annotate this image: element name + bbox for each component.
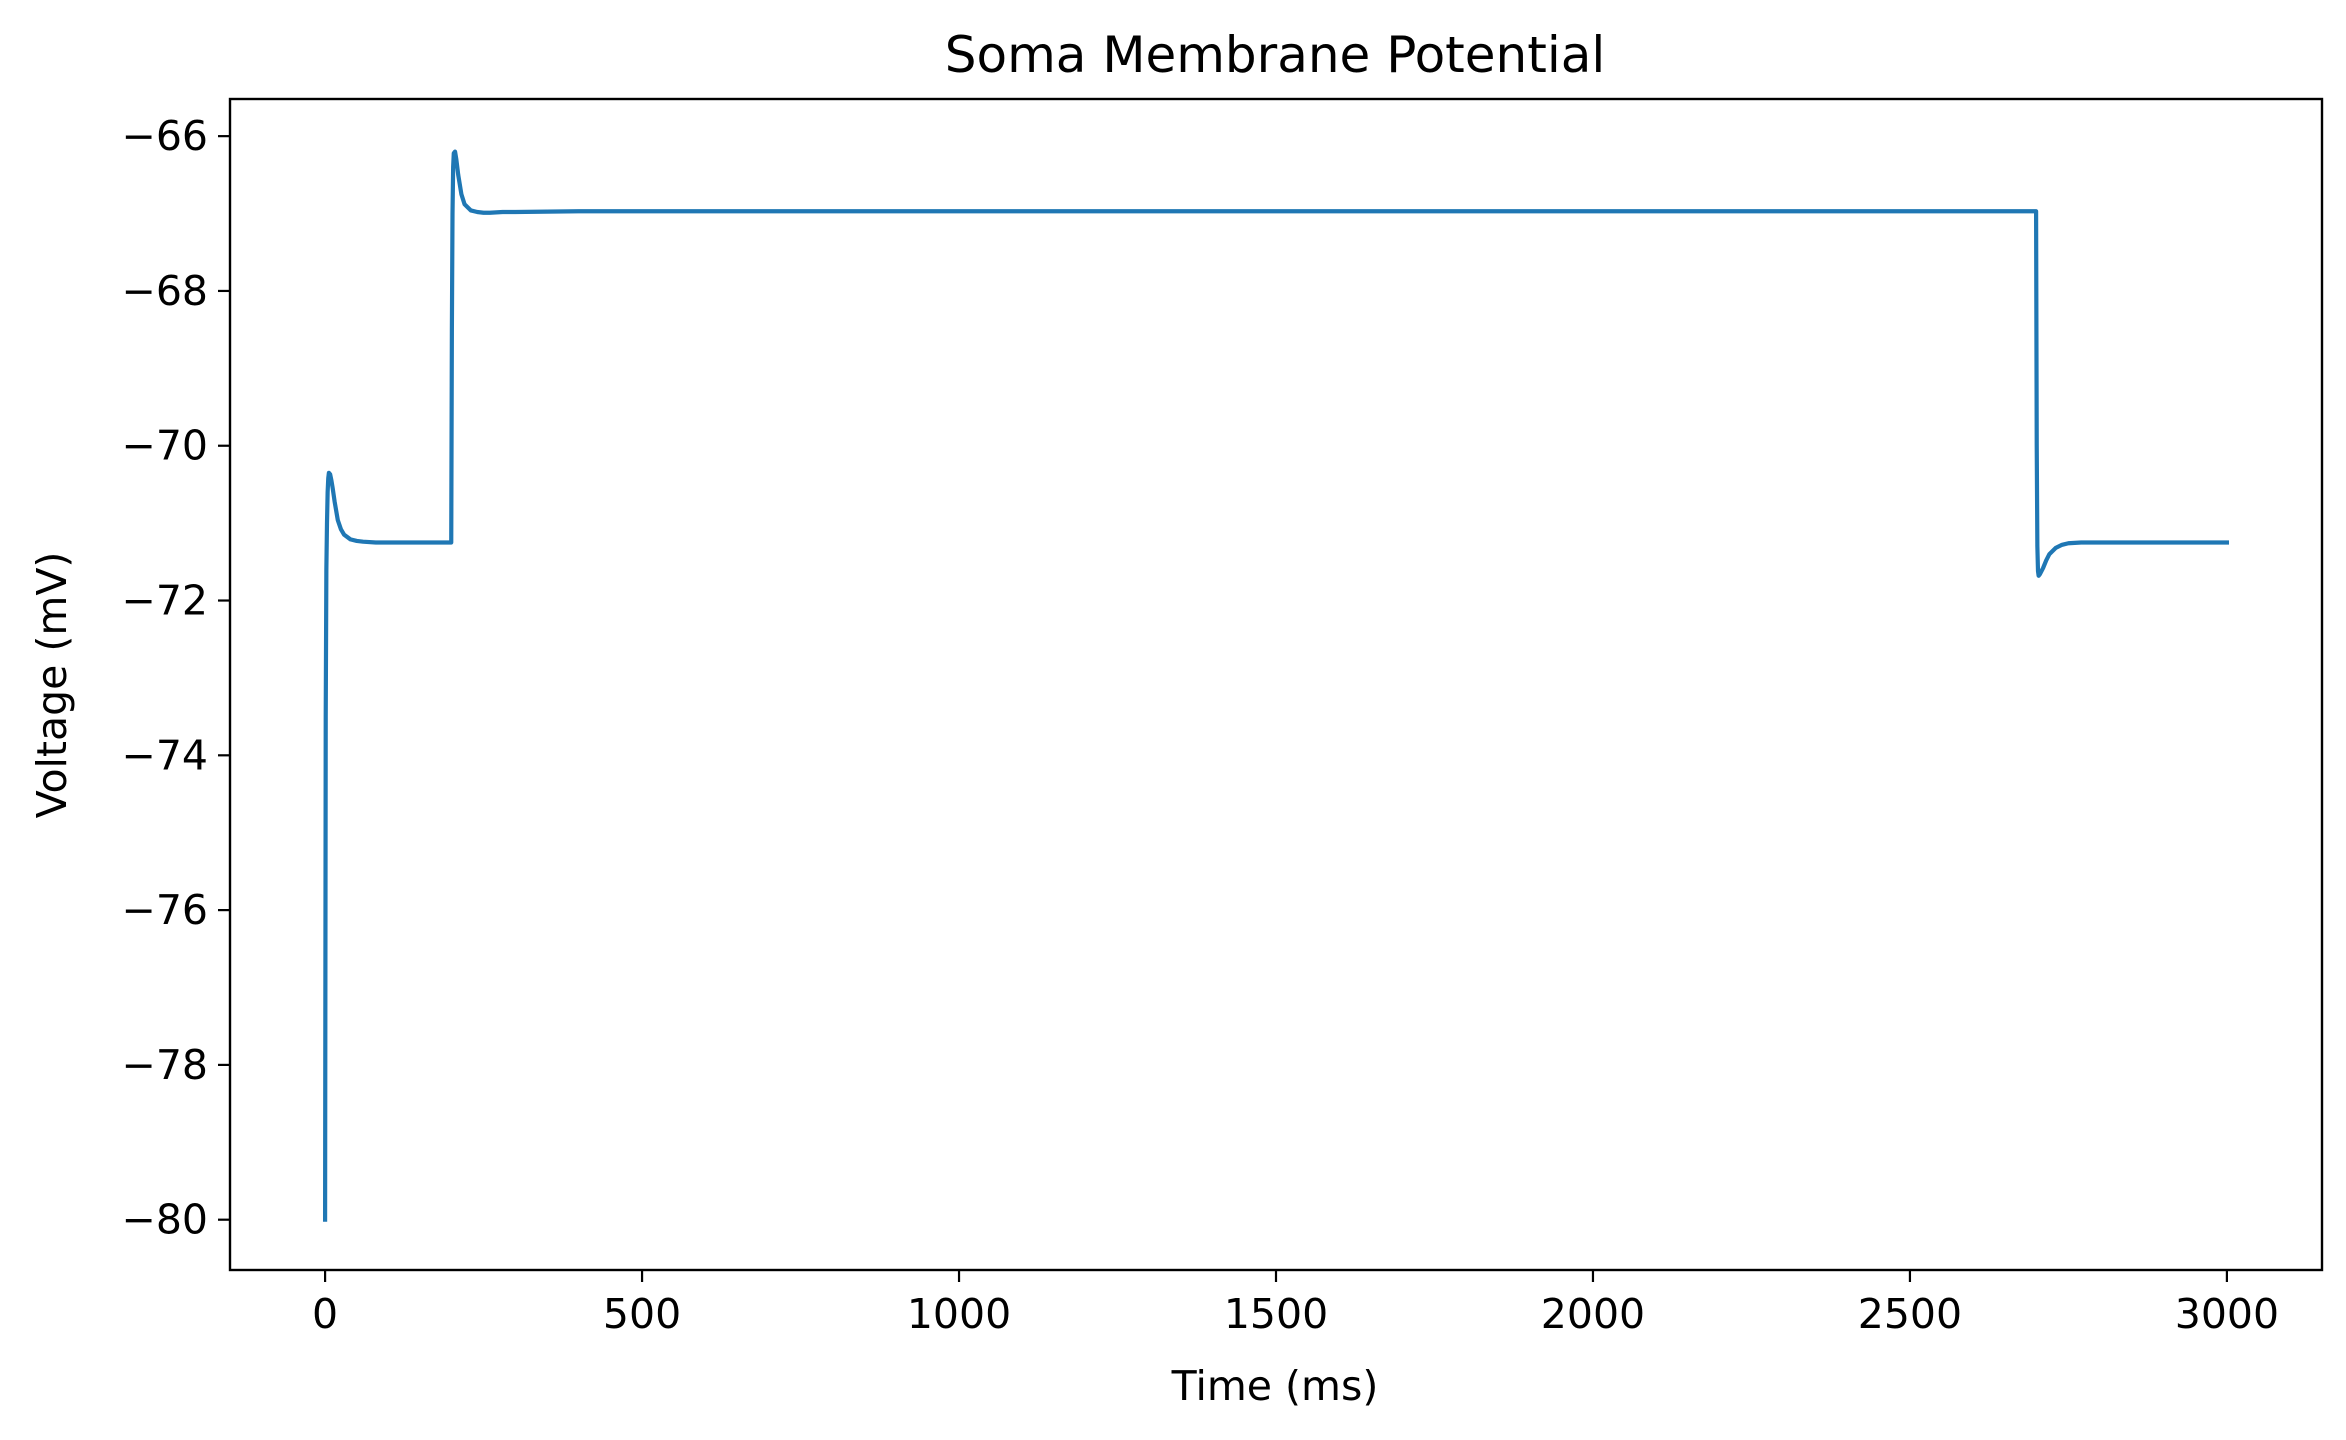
y-axis: −80 −78 −76 −74 −72 −70 −68 −66 bbox=[121, 112, 230, 1244]
x-tick-label: 1500 bbox=[1224, 1290, 1328, 1338]
x-tick-label: 2500 bbox=[1858, 1290, 1962, 1338]
chart-title: Soma Membrane Potential bbox=[945, 26, 1606, 84]
series-line-0 bbox=[322, 149, 2230, 1222]
y-tick-label: −74 bbox=[121, 731, 208, 779]
y-tick-label: −72 bbox=[121, 577, 208, 625]
plot-area bbox=[322, 149, 2230, 1222]
y-tick-label: −80 bbox=[121, 1196, 208, 1244]
x-tick-label: 0 bbox=[312, 1290, 338, 1338]
x-tick-label: 3000 bbox=[2175, 1290, 2279, 1338]
x-tick-label: 1000 bbox=[907, 1290, 1011, 1338]
y-axis-label: Voltage (mV) bbox=[28, 552, 76, 819]
x-axis: 0 500 1000 1500 2000 2500 3000 bbox=[312, 1270, 2279, 1338]
x-tick-label: 2000 bbox=[1541, 1290, 1645, 1338]
y-tick-label: −76 bbox=[121, 886, 208, 934]
x-tick-label: 500 bbox=[603, 1290, 681, 1338]
x-axis-label: Time (ms) bbox=[1171, 1362, 1379, 1410]
y-tick-label: −70 bbox=[121, 422, 208, 470]
y-tick-label: −78 bbox=[121, 1041, 208, 1089]
y-tick-label: −68 bbox=[121, 267, 208, 315]
y-tick-label: −66 bbox=[121, 112, 208, 160]
